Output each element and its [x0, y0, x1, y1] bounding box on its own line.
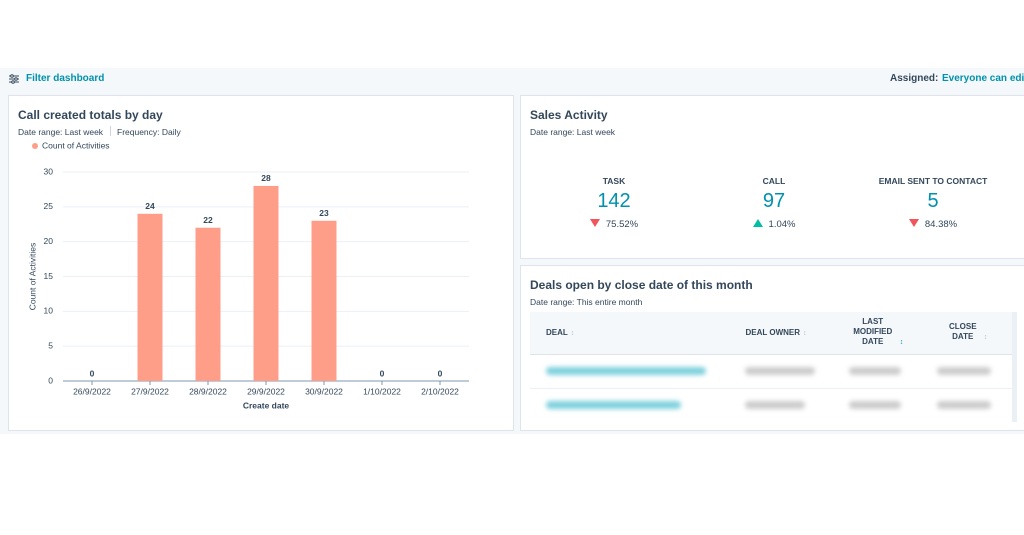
metric-value: 97: [762, 190, 786, 212]
x-tick-label: 28/9/2022: [189, 386, 227, 396]
metric: EMAIL SENT TO CONTACT 5 84.38%: [858, 176, 1008, 230]
divider: [110, 126, 111, 136]
date-range: Date range: Last week: [530, 127, 616, 137]
data-label: 0: [380, 368, 385, 378]
y-tick-label: 20: [44, 236, 54, 246]
y-tick-label: 15: [44, 271, 54, 281]
trend-icon: [752, 219, 763, 227]
blurred-cell: [546, 401, 681, 409]
metric-label: CALL: [762, 176, 786, 186]
column-header[interactable]: CLOSE DATE ↕: [931, 322, 1001, 343]
column-header[interactable]: DEAL OWNER ↕: [731, 328, 821, 339]
column-header[interactable]: LAST MODIFIED DATE ↕: [846, 317, 906, 348]
x-axis-title: Create date: [243, 400, 290, 410]
chart-card: Call created totals by day Date range: L…: [8, 95, 514, 431]
blurred-cell: [849, 401, 901, 409]
header-text: DEAL: [546, 328, 568, 337]
metric: CALL 97 1.04%: [699, 176, 849, 230]
blurred-cell: [745, 367, 815, 375]
deals-card: Deals open by close date of this month D…: [520, 265, 1024, 431]
metric-change: 84.38%: [858, 219, 1008, 230]
sort-icon: ↕: [983, 334, 988, 341]
y-axis-title: Count of Activities: [27, 243, 37, 311]
bar: [253, 185, 279, 381]
metric: TASK 142 75.52%: [539, 176, 689, 230]
y-tick-label: 0: [48, 375, 53, 385]
data-label: 28: [261, 173, 271, 183]
metric-label: EMAIL SENT TO CONTACT: [878, 176, 988, 186]
blurred-cell: [546, 367, 706, 375]
blurred-cell: [937, 367, 991, 375]
sales-title: Sales Activity: [530, 108, 608, 122]
legend-dot: [32, 143, 38, 149]
date-range: Date range: Last week: [18, 127, 104, 137]
sort-icon: ↕: [899, 339, 904, 346]
frequency: Frequency: Daily: [117, 127, 181, 137]
chart-title: Call created totals by day: [18, 108, 163, 122]
metric-value: 142: [597, 190, 631, 212]
header-text: CLOSE DATE: [948, 322, 977, 341]
y-tick-label: 30: [44, 166, 54, 176]
assigned-value[interactable]: Everyone can edi: [942, 73, 1024, 84]
bar: [137, 213, 163, 381]
triangle: [589, 219, 600, 227]
x-tick-label: 27/9/2022: [131, 386, 169, 396]
x-tick-label: 2/10/2022: [421, 386, 459, 396]
metric-change: 1.04%: [699, 219, 849, 230]
triangle: [752, 219, 763, 227]
header-text: DEAL OWNER: [745, 328, 801, 337]
sort-icon: ↕: [803, 330, 807, 337]
bar: [195, 227, 221, 381]
y-tick-label: 5: [48, 340, 53, 350]
scrollbar[interactable]: [1012, 312, 1017, 422]
date-range: Date range: This entire month: [530, 297, 643, 307]
change-text: 84.38%: [924, 219, 958, 230]
x-tick-label: 30/9/2022: [305, 386, 343, 396]
triangle: [908, 219, 919, 227]
filter-icon: [9, 74, 19, 84]
x-tick-label: 1/10/2022: [363, 386, 401, 396]
metric-value: 5: [927, 190, 939, 212]
filter-button[interactable]: Filter dashboard: [26, 73, 105, 84]
data-label: 23: [319, 208, 329, 218]
sort-icon: ↕: [570, 330, 575, 337]
deals-title: Deals open by close date of this month: [530, 278, 753, 292]
data-label: 0: [90, 368, 95, 378]
trend-icon: [589, 219, 600, 227]
data-label: 24: [145, 201, 155, 211]
chart: 0 5 10 15 20 25 30 Count of Activities Create da…: [27, 140, 469, 410]
change-text: 75.52%: [605, 219, 639, 230]
table-header: [530, 312, 1012, 355]
header-text: LAST MODIFIED DATE: [853, 317, 893, 346]
blurred-cell: [849, 367, 901, 375]
bar: [311, 220, 337, 381]
sales-card: Sales Activity Date range: Last week TAS…: [520, 95, 1024, 259]
row-divider: [530, 388, 1012, 389]
column-header[interactable]: DEAL ↕: [546, 328, 626, 339]
data-label: 0: [438, 368, 443, 378]
data-label: 22: [203, 215, 213, 225]
trend-icon: [908, 219, 919, 227]
metric-label: TASK: [602, 176, 626, 186]
y-tick-label: 25: [44, 201, 54, 211]
x-tick-label: 26/9/2022: [73, 386, 111, 396]
blurred-cell: [745, 401, 805, 409]
legend-label: Count of Activities: [42, 140, 110, 150]
blurred-cell: [937, 401, 991, 409]
x-tick-label: 29/9/2022: [247, 386, 285, 396]
change-text: 1.04%: [768, 219, 796, 230]
y-tick-label: 10: [44, 306, 54, 316]
metric-change: 75.52%: [539, 219, 689, 230]
assigned-label: Assigned:: [890, 73, 939, 84]
